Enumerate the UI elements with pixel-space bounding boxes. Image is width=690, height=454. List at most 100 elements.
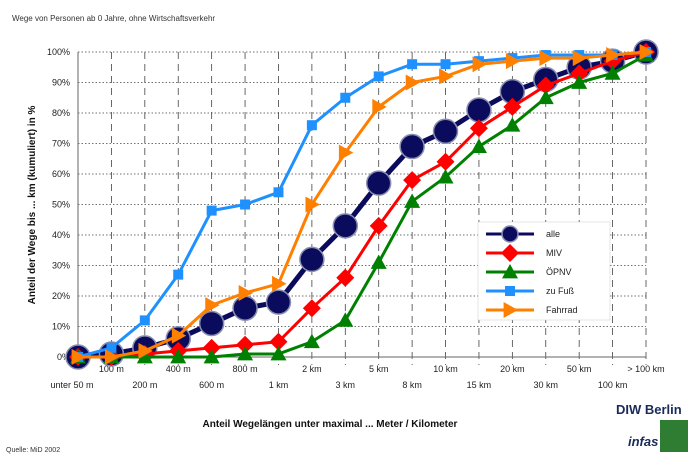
source-note: Quelle: MiD 2002 [6,447,60,454]
legend-entry: alle [486,225,560,243]
series-Fahrrad [71,44,654,365]
diw-logo: DIW Berlin [616,402,682,417]
data-point [466,97,492,123]
data-point [299,246,325,273]
data-point [240,199,251,210]
data-point [407,59,418,70]
legend-marker [505,286,515,296]
y-tick-label: 20% [52,291,70,301]
data-point [369,216,388,235]
data-point [337,312,354,327]
legend-label: Fahrrad [546,305,578,315]
data-point [270,345,287,361]
series-line [78,53,647,359]
data-point [198,310,225,337]
legend-entry: Fahrrad [486,302,578,318]
data-point [604,65,621,80]
data-point [570,64,589,83]
data-point [572,50,588,67]
legend: alle MIV ÖPNV zu Fuß Fahrrad [477,221,611,321]
data-point [232,295,258,321]
x-tick-label: 5 km [369,364,389,374]
data-point [171,327,187,344]
data-point [372,98,387,115]
data-point [472,56,487,73]
legend-label: ÖPNV [546,267,572,277]
series-zu Fuß [73,47,651,362]
x-tick-label: 50 km [567,364,592,374]
y-tick-label: 40% [52,230,70,240]
data-point [440,59,451,70]
diw-logo-text: DIW Berlin [616,402,682,417]
x-tick-label: 3 km [336,380,356,390]
data-point [403,171,422,190]
data-point [272,275,287,292]
x-tick-label: 100 km [598,380,628,390]
data-point [237,345,254,361]
x-axis-label: Anteil Wegelängen unter maximal ... Mete… [203,419,458,430]
legend-label: alle [546,229,560,239]
y-tick-label: 100% [47,47,70,57]
data-point [373,71,384,82]
legend-label: zu Fuß [546,286,575,296]
data-point [539,50,554,67]
data-point [206,205,217,216]
y-tick-label: 0% [57,352,70,362]
data-point [571,74,588,89]
data-point [136,349,153,364]
y-tick-label: 10% [52,322,70,332]
x-tick-label: 800 m [233,364,258,374]
data-point [504,117,521,132]
legend-marker [503,302,518,318]
data-point [106,342,117,353]
legend-entry: zu Fuß [486,286,575,296]
data-point [370,254,387,269]
data-point [606,47,621,64]
legend-entry: MIV [486,244,562,262]
data-point [202,338,221,357]
data-point [639,44,654,60]
x-tick-label: 2 km [302,364,322,374]
data-point [405,74,421,91]
data-point [399,133,425,160]
data-point [236,335,255,354]
data-point [404,193,421,208]
data-point [332,213,359,239]
data-point [505,53,521,70]
y-tick-label: 60% [52,169,70,179]
data-point [273,187,284,198]
x-tick-label: 8 km [402,380,422,390]
data-point [536,76,555,95]
data-point [437,169,454,184]
infas-logo-text: infas [628,434,658,449]
legend-marker [501,244,519,262]
infas-logo: infas [628,420,688,452]
data-point [265,289,292,315]
data-point [238,284,254,301]
data-point [203,349,220,364]
series-line [77,50,647,359]
data-point [105,349,120,365]
grid [77,51,647,365]
x-tick-label: 400 m [166,364,191,374]
legend-marker [501,225,519,243]
data-point [138,342,153,359]
data-point [205,297,220,314]
infas-logo-graphic [660,420,688,452]
x-tick-label: unter 50 m [50,380,93,390]
data-point [432,118,459,145]
data-point [365,170,392,196]
y-tick-label: 70% [52,139,70,149]
data-point [302,299,321,318]
data-point [336,268,355,287]
legend-marker [502,264,518,279]
y-tick-label: 80% [52,108,70,118]
x-tick-label: 30 km [534,380,559,390]
x-tick-label: 600 m [199,380,224,390]
legend-entry: ÖPNV [486,264,572,279]
x-tick-label: > 100 km [627,364,664,374]
x-tick-label: 10 km [433,364,458,374]
chart-title: Wege von Personen ab 0 Jahre, ohne Wirts… [12,14,215,23]
data-point [436,152,455,171]
